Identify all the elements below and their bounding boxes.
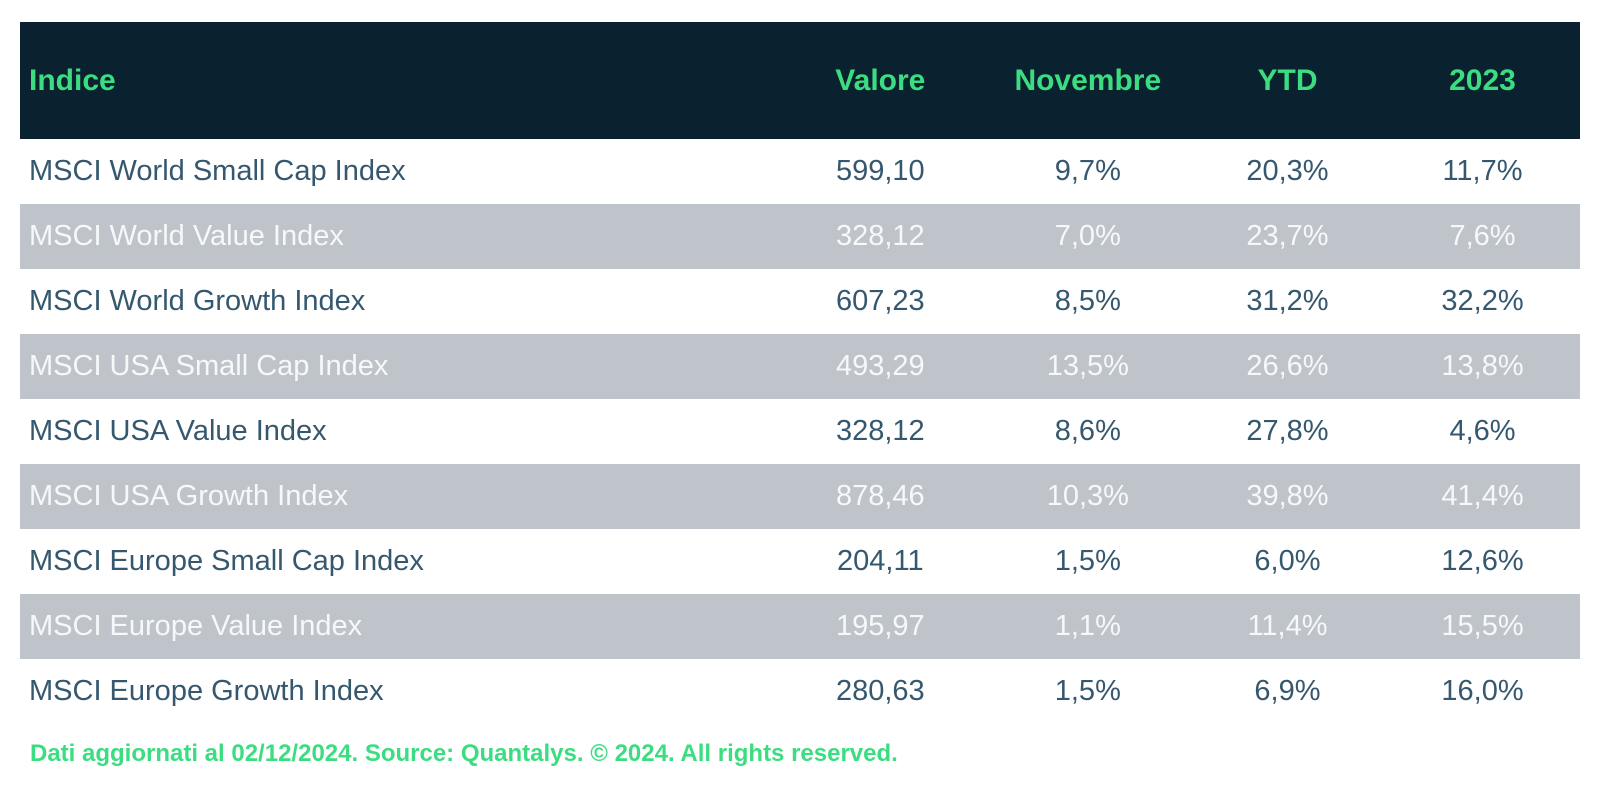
ytd-cell: 31,2% (1189, 269, 1385, 334)
value-cell: 280,63 (775, 659, 986, 724)
table-row: MSCI USA Value Index 328,12 8,6% 27,8% 4… (20, 399, 1580, 464)
ytd-cell: 27,8% (1189, 399, 1385, 464)
table-row: MSCI World Growth Index 607,23 8,5% 31,2… (20, 269, 1580, 334)
table-row: MSCI Europe Growth Index 280,63 1,5% 6,9… (20, 659, 1580, 724)
y2023-cell: 32,2% (1384, 269, 1580, 334)
y2023-cell: 15,5% (1384, 594, 1580, 659)
index-name: MSCI USA Small Cap Index (20, 334, 776, 399)
y2023-cell: 12,6% (1384, 529, 1580, 594)
ytd-cell: 6,0% (1189, 529, 1385, 594)
ytd-cell: 26,6% (1189, 334, 1385, 399)
table-row: MSCI Europe Value Index 195,97 1,1% 11,4… (20, 594, 1580, 659)
novembre-cell: 7,0% (985, 204, 1190, 269)
table-header-row: Indice Valore Novembre YTD 2023 (20, 22, 1580, 139)
value-cell: 493,29 (775, 334, 986, 399)
index-name: MSCI World Small Cap Index (20, 139, 776, 204)
novembre-cell: 1,5% (985, 659, 1190, 724)
column-header-indice: Indice (20, 22, 776, 139)
msci-index-table: Indice Valore Novembre YTD 2023 MSCI Wor… (20, 22, 1580, 724)
ytd-cell: 11,4% (1189, 594, 1385, 659)
column-header-valore: Valore (775, 22, 986, 139)
ytd-cell: 23,7% (1189, 204, 1385, 269)
index-name: MSCI Europe Value Index (20, 594, 776, 659)
value-cell: 878,46 (775, 464, 986, 529)
table-body: MSCI World Small Cap Index 599,10 9,7% 2… (20, 139, 1580, 724)
y2023-cell: 16,0% (1384, 659, 1580, 724)
novembre-cell: 1,1% (985, 594, 1190, 659)
novembre-cell: 8,6% (985, 399, 1190, 464)
index-name: MSCI Europe Small Cap Index (20, 529, 776, 594)
table-row: MSCI World Small Cap Index 599,10 9,7% 2… (20, 139, 1580, 204)
value-cell: 328,12 (775, 399, 986, 464)
novembre-cell: 9,7% (985, 139, 1190, 204)
novembre-cell: 8,5% (985, 269, 1190, 334)
column-header-novembre: Novembre (985, 22, 1190, 139)
table-header: Indice Valore Novembre YTD 2023 (20, 22, 1580, 139)
column-header-2023: 2023 (1384, 22, 1580, 139)
value-cell: 204,11 (775, 529, 986, 594)
value-cell: 195,97 (775, 594, 986, 659)
table-row: MSCI USA Growth Index 878,46 10,3% 39,8%… (20, 464, 1580, 529)
novembre-cell: 10,3% (985, 464, 1190, 529)
index-name: MSCI USA Value Index (20, 399, 776, 464)
ytd-cell: 39,8% (1189, 464, 1385, 529)
value-cell: 328,12 (775, 204, 986, 269)
ytd-cell: 6,9% (1189, 659, 1385, 724)
value-cell: 607,23 (775, 269, 986, 334)
novembre-cell: 13,5% (985, 334, 1190, 399)
table-row: MSCI Europe Small Cap Index 204,11 1,5% … (20, 529, 1580, 594)
novembre-cell: 1,5% (985, 529, 1190, 594)
value-cell: 599,10 (775, 139, 986, 204)
index-name: MSCI World Growth Index (20, 269, 776, 334)
y2023-cell: 7,6% (1384, 204, 1580, 269)
y2023-cell: 41,4% (1384, 464, 1580, 529)
table-row: MSCI World Value Index 328,12 7,0% 23,7%… (20, 204, 1580, 269)
index-name: MSCI Europe Growth Index (20, 659, 776, 724)
y2023-cell: 13,8% (1384, 334, 1580, 399)
table-row: MSCI USA Small Cap Index 493,29 13,5% 26… (20, 334, 1580, 399)
data-source-note: Dati aggiornati al 02/12/2024. Source: Q… (30, 740, 898, 767)
index-name: MSCI USA Growth Index (20, 464, 776, 529)
ytd-cell: 20,3% (1189, 139, 1385, 204)
column-header-ytd: YTD (1189, 22, 1385, 139)
y2023-cell: 4,6% (1384, 399, 1580, 464)
y2023-cell: 11,7% (1384, 139, 1580, 204)
index-name: MSCI World Value Index (20, 204, 776, 269)
